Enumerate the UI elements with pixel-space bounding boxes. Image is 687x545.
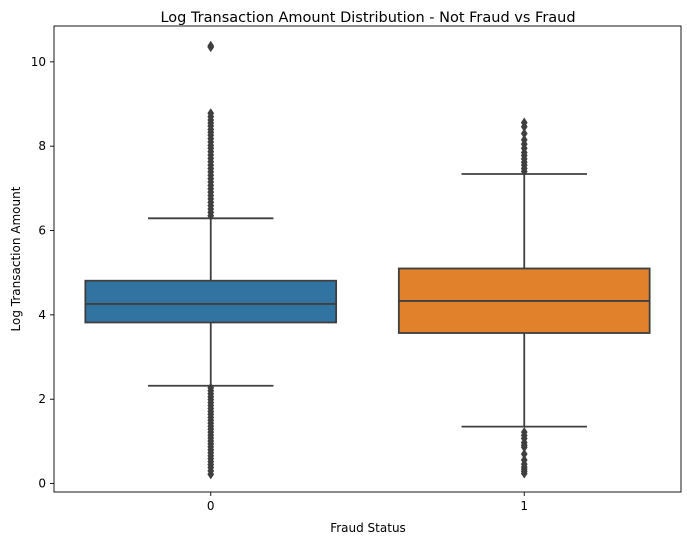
chart-title: Log Transaction Amount Distribution - No…: [160, 10, 575, 26]
plot-area-frame: [53, 25, 682, 493]
y-tick-label: 4: [38, 308, 46, 322]
iqr-box: [84, 279, 338, 324]
outliers: [520, 117, 528, 479]
y-tick-label: 2: [38, 392, 46, 406]
y-tick-label: 6: [38, 224, 46, 238]
outlier-point: [520, 166, 528, 177]
outlier-point: [207, 42, 215, 53]
x-tick-label: 1: [520, 499, 528, 513]
y-axis-label: Log Transaction Amount: [9, 186, 23, 331]
y-tick-label: 8: [38, 139, 46, 153]
boxes-layer: [84, 40, 651, 480]
outlier-point: [520, 468, 528, 479]
y-axis: 0 2 4 6 8 10: [31, 55, 54, 491]
box-group-1: [397, 117, 651, 479]
box-group-0: [84, 40, 338, 480]
y-tick-label: 10: [31, 55, 46, 69]
outlier-point: [207, 469, 215, 480]
outliers: [207, 40, 215, 480]
y-tick-label: 0: [38, 477, 46, 491]
outlier-point: [207, 210, 215, 221]
x-axis-label: Fraud Status: [330, 521, 406, 535]
x-tick-label: 0: [207, 499, 215, 513]
